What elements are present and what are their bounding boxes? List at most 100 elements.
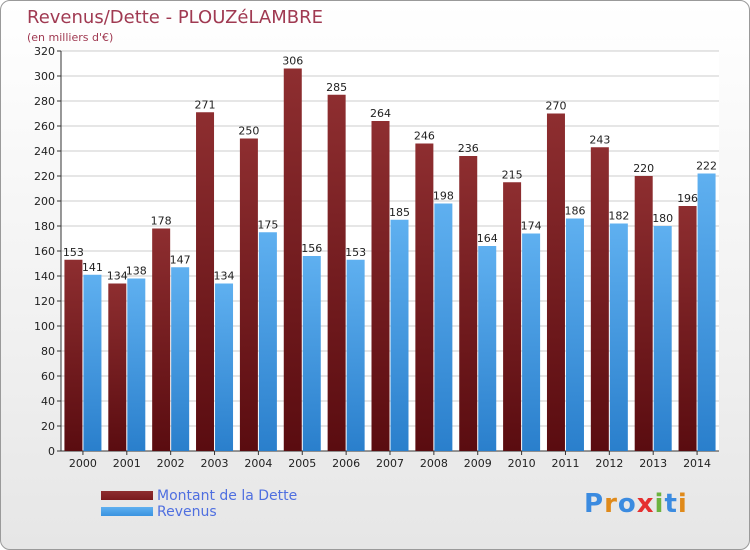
legend-label-revenue: Revenus bbox=[157, 504, 217, 520]
data-label-revenue: 222 bbox=[696, 160, 717, 173]
logo-letter: r bbox=[604, 489, 618, 519]
bar-debt bbox=[634, 176, 653, 451]
bar-revenue bbox=[697, 173, 716, 451]
bar-debt bbox=[503, 182, 522, 451]
y-tick-label: 220 bbox=[34, 170, 55, 183]
bar-revenue bbox=[346, 259, 365, 451]
bar-debt bbox=[546, 113, 565, 451]
data-label-debt: 178 bbox=[151, 215, 172, 228]
bar-debt bbox=[459, 156, 478, 451]
y-tick-label: 320 bbox=[34, 45, 55, 58]
y-tick-label: 180 bbox=[34, 220, 55, 233]
bar-revenue bbox=[434, 203, 453, 451]
bar-debt bbox=[678, 206, 697, 451]
data-label-revenue: 134 bbox=[214, 270, 235, 283]
logo-letter: o bbox=[617, 489, 637, 519]
y-tick-label: 300 bbox=[34, 70, 55, 83]
bar-revenue bbox=[171, 267, 190, 451]
data-label-revenue: 153 bbox=[345, 246, 366, 259]
data-label-debt: 270 bbox=[545, 100, 566, 113]
y-tick-label: 80 bbox=[41, 345, 55, 358]
x-tick-label: 2004 bbox=[244, 457, 272, 470]
x-tick-label: 2002 bbox=[157, 457, 185, 470]
x-tick-label: 2014 bbox=[683, 457, 711, 470]
y-tick-label: 100 bbox=[34, 320, 55, 333]
data-label-debt: 236 bbox=[458, 142, 479, 155]
bar-revenue bbox=[390, 219, 409, 451]
legend-swatch-debt bbox=[101, 491, 153, 500]
data-label-debt: 134 bbox=[107, 270, 128, 283]
y-tick-label: 140 bbox=[34, 270, 55, 283]
bar-debt bbox=[415, 143, 434, 451]
y-tick-label: 260 bbox=[34, 120, 55, 133]
x-tick-label: 2010 bbox=[508, 457, 536, 470]
bar-revenue bbox=[609, 223, 628, 451]
x-tick-label: 2008 bbox=[420, 457, 448, 470]
x-tick-label: 2013 bbox=[639, 457, 667, 470]
data-label-debt: 196 bbox=[677, 192, 698, 205]
bar-revenue bbox=[127, 278, 146, 451]
logo-letter: i bbox=[677, 489, 688, 519]
data-label-revenue: 186 bbox=[564, 205, 585, 218]
x-tick-label: 2009 bbox=[464, 457, 492, 470]
data-label-debt: 220 bbox=[633, 162, 654, 175]
bar-revenue bbox=[215, 283, 234, 451]
x-tick-label: 2011 bbox=[551, 457, 579, 470]
bar-revenue bbox=[302, 256, 321, 451]
data-label-debt: 215 bbox=[502, 168, 523, 181]
data-label-revenue: 180 bbox=[652, 212, 673, 225]
data-label-debt: 285 bbox=[326, 81, 347, 94]
chart-subtitle: (en milliers d'€) bbox=[27, 31, 114, 44]
data-label-revenue: 185 bbox=[389, 206, 410, 219]
y-tick-label: 280 bbox=[34, 95, 55, 108]
y-tick-label: 160 bbox=[34, 245, 55, 258]
data-label-revenue: 138 bbox=[126, 265, 147, 278]
x-tick-label: 2007 bbox=[376, 457, 404, 470]
y-tick-label: 0 bbox=[48, 445, 55, 458]
bar-revenue bbox=[653, 226, 672, 451]
legend-label-debt: Montant de la Dette bbox=[157, 488, 298, 504]
data-label-revenue: 182 bbox=[608, 210, 629, 223]
bar-debt bbox=[152, 228, 171, 451]
data-label-revenue: 156 bbox=[301, 242, 322, 255]
y-tick-label: 20 bbox=[41, 420, 55, 433]
bar-debt bbox=[64, 259, 83, 451]
logo-letter: i bbox=[654, 489, 665, 519]
bar-revenue bbox=[522, 233, 541, 451]
y-tick-label: 60 bbox=[41, 370, 55, 383]
x-tick-label: 2003 bbox=[201, 457, 229, 470]
bar-debt bbox=[196, 112, 215, 451]
data-label-revenue: 164 bbox=[477, 232, 498, 245]
y-tick-label: 40 bbox=[41, 395, 55, 408]
data-label-revenue: 141 bbox=[82, 261, 103, 274]
chart-title: Revenus/Dette - PLOUZéLAMBRE bbox=[27, 7, 324, 28]
bar-revenue bbox=[565, 218, 584, 451]
proxiti-logo: Proxiti bbox=[584, 489, 688, 519]
data-label-debt: 250 bbox=[238, 125, 259, 138]
bar-revenue bbox=[258, 232, 277, 451]
y-tick-label: 200 bbox=[34, 195, 55, 208]
x-tick-label: 2001 bbox=[113, 457, 141, 470]
data-label-debt: 306 bbox=[282, 55, 303, 68]
data-label-revenue: 175 bbox=[257, 218, 278, 231]
logo-letter: P bbox=[584, 489, 605, 519]
data-label-debt: 246 bbox=[414, 130, 435, 143]
data-label-revenue: 174 bbox=[521, 220, 542, 233]
bar-debt bbox=[327, 94, 346, 451]
data-label-debt: 153 bbox=[63, 246, 84, 259]
x-tick-label: 2005 bbox=[288, 457, 316, 470]
logo-letter: x bbox=[636, 489, 655, 519]
data-label-debt: 243 bbox=[589, 133, 610, 146]
data-label-revenue: 198 bbox=[433, 190, 454, 203]
x-tick-label: 2006 bbox=[332, 457, 360, 470]
data-label-debt: 264 bbox=[370, 107, 391, 120]
logo-letter: t bbox=[664, 489, 678, 519]
data-label-revenue: 147 bbox=[170, 253, 191, 266]
data-label-debt: 271 bbox=[195, 98, 216, 111]
bar-debt bbox=[239, 138, 258, 451]
y-tick-label: 120 bbox=[34, 295, 55, 308]
bar-revenue bbox=[83, 274, 102, 451]
legend-swatch-revenue bbox=[101, 507, 153, 516]
